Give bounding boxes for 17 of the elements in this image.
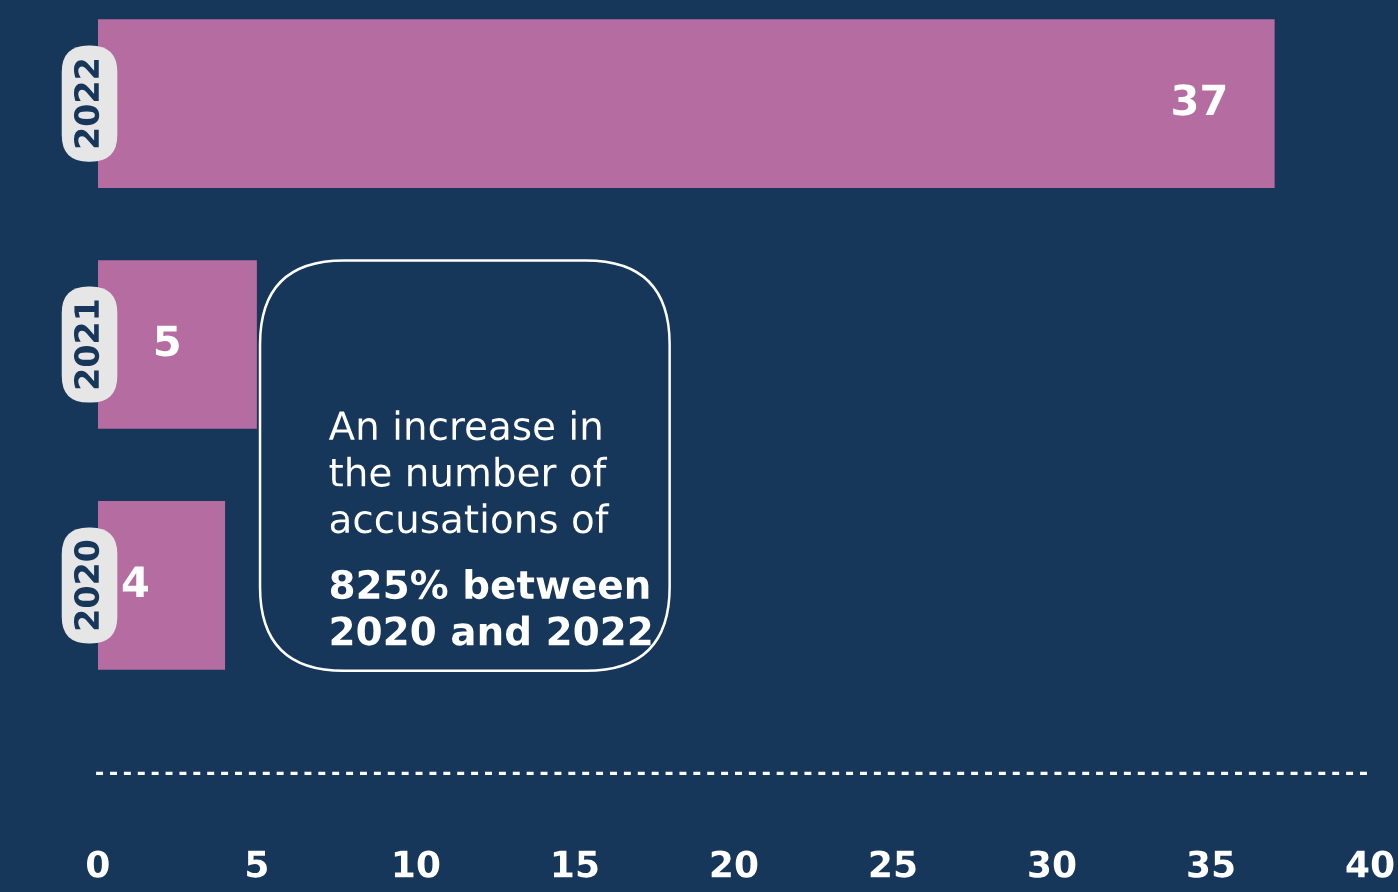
y-tick-label: 2022 (73, 60, 100, 148)
data-label: 37 (1173, 84, 1226, 116)
annotation: An increase in the number of accusations of (328, 410, 610, 534)
x-tick-label: 25 (870, 850, 916, 878)
x-tick-label: 30 (1029, 850, 1076, 878)
data-label: 4 (122, 566, 148, 597)
x-tick-label: 40 (1346, 850, 1394, 878)
x-tick-label: 15 (553, 850, 598, 878)
x-tick-label: 0 (87, 850, 109, 878)
x-tick-label: 20 (711, 850, 758, 878)
x-tick-label: 5 (247, 850, 267, 878)
y-tick-label: 2020 (73, 540, 100, 630)
data-label: 5 (155, 325, 179, 357)
x-tick-label: 35 (1188, 850, 1234, 878)
y-tick-label: 2021 (73, 300, 100, 389)
x-tick-label: 10 (394, 850, 440, 878)
annotation: 825% between 2020 and 2022 (330, 569, 651, 646)
